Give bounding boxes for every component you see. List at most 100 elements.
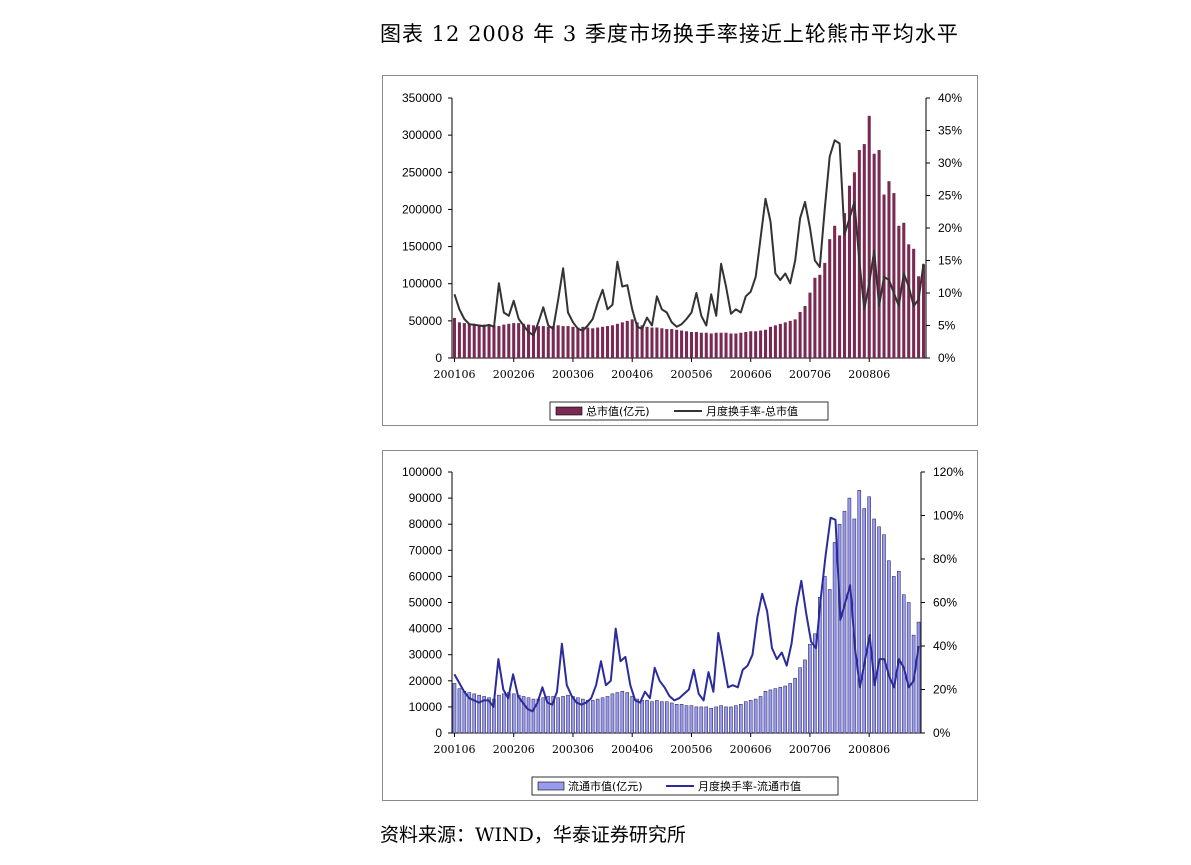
- bar: [457, 688, 462, 734]
- bar: [709, 333, 713, 358]
- y-right-tick-label: 0%: [938, 351, 956, 365]
- bar: [783, 685, 788, 734]
- bar: [857, 490, 862, 734]
- y-right-tick-label: 80%: [933, 552, 957, 566]
- bar: [630, 696, 634, 734]
- bar: [714, 706, 718, 734]
- bar: [517, 323, 521, 358]
- bar: [566, 326, 570, 358]
- legend-line-label: 月度换手率-流通市值: [698, 779, 801, 793]
- legend-bar-label: 总市值(亿元): [586, 404, 650, 418]
- bar: [615, 692, 620, 734]
- bar: [699, 332, 703, 358]
- bar: [768, 689, 773, 734]
- bar: [487, 697, 491, 734]
- legend-bar-swatch: [537, 781, 565, 791]
- bar: [862, 508, 867, 734]
- bar: [477, 694, 481, 734]
- bar: [640, 325, 644, 358]
- bar: [675, 329, 679, 358]
- y-right-tick-label: 5%: [938, 319, 956, 333]
- bar: [724, 332, 728, 358]
- bar: [487, 325, 491, 358]
- bar: [689, 332, 693, 358]
- bar: [788, 683, 792, 734]
- x-tick-label: 200306: [552, 743, 594, 756]
- y-right-tick-label: 100%: [933, 509, 964, 523]
- y-left-tick-label: 250000: [402, 165, 442, 179]
- y-left-tick-label: 0: [435, 726, 442, 740]
- bar: [590, 700, 595, 734]
- bar: [847, 185, 851, 358]
- bar: [596, 327, 600, 358]
- bar: [828, 239, 832, 358]
- bar: [684, 705, 689, 734]
- bar: [803, 659, 807, 734]
- bar: [566, 694, 570, 734]
- bar: [541, 326, 545, 358]
- bar: [650, 701, 654, 734]
- x-tick-label: 200406: [611, 368, 653, 381]
- bar: [803, 306, 807, 358]
- turnover-line: [453, 139, 925, 337]
- bar: [625, 320, 629, 358]
- bar: [526, 697, 531, 734]
- bar: [739, 332, 743, 358]
- bar: [813, 633, 817, 734]
- bar: [645, 326, 649, 358]
- bar: [917, 276, 921, 358]
- y-left-tick-label: 60000: [409, 569, 443, 583]
- bar: [788, 320, 792, 358]
- bar: [773, 688, 778, 734]
- bar: [482, 324, 486, 358]
- bar: [729, 333, 733, 358]
- bar: [601, 326, 605, 358]
- bar: [838, 235, 842, 358]
- bar: [586, 327, 590, 358]
- bar: [704, 332, 708, 358]
- bar: [581, 326, 585, 358]
- bar: [670, 329, 674, 358]
- bar: [482, 696, 486, 734]
- bar: [635, 698, 639, 734]
- bar: [551, 696, 555, 734]
- bar: [512, 323, 516, 358]
- bar: [887, 560, 891, 734]
- bar: [452, 317, 456, 358]
- bar: [665, 329, 669, 358]
- y-right-tick-label: 20%: [933, 683, 957, 697]
- bar: [862, 144, 866, 358]
- y-right-tick-label: 0%: [933, 726, 951, 740]
- bar: [813, 277, 817, 358]
- bar: [571, 696, 575, 734]
- y-left-tick-label: 50000: [409, 596, 443, 610]
- bar: [522, 323, 526, 358]
- y-left-tick-label: 50000: [409, 314, 443, 328]
- bar: [892, 576, 896, 734]
- bar: [837, 523, 842, 734]
- y-left-tick-label: 10000: [409, 700, 443, 714]
- bar: [605, 696, 610, 734]
- legend-line-label: 月度换手率-总市值: [706, 404, 798, 418]
- legend-bar-label: 流通市值(亿元): [568, 779, 643, 793]
- bar: [892, 193, 896, 358]
- bar: [497, 694, 501, 734]
- y-left-tick-label: 90000: [409, 491, 443, 505]
- bar: [714, 332, 718, 358]
- bar: [743, 701, 748, 734]
- bar: [655, 700, 659, 734]
- bar: [467, 323, 471, 358]
- bar: [635, 322, 639, 358]
- bar: [685, 331, 689, 358]
- bar: [680, 330, 684, 358]
- bar: [763, 690, 768, 734]
- x-tick-label: 200806: [848, 743, 890, 756]
- bar: [719, 705, 723, 734]
- x-tick-label: 200506: [670, 743, 712, 756]
- y-right-tick-label: 30%: [938, 156, 962, 170]
- bar: [511, 693, 516, 734]
- bar: [541, 697, 546, 734]
- x-tick-label: 200206: [493, 368, 535, 381]
- bar: [694, 332, 698, 358]
- bar: [729, 706, 733, 734]
